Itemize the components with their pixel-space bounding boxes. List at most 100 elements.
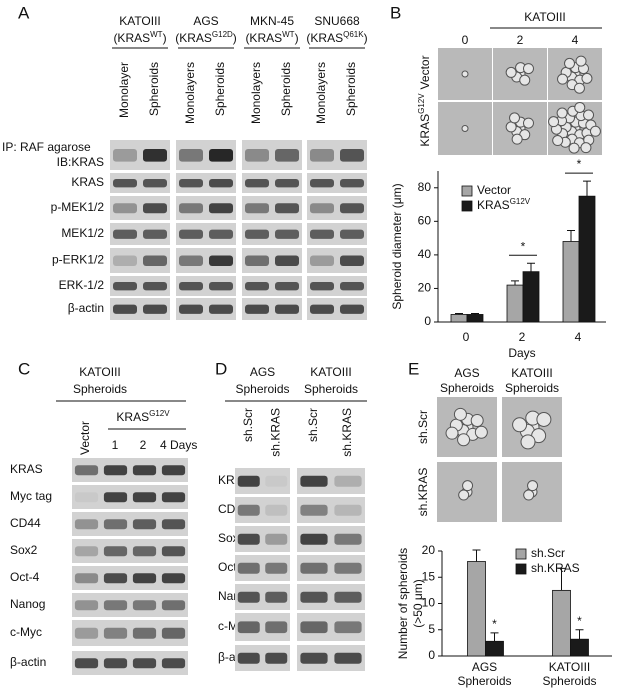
blot bbox=[176, 173, 236, 193]
blot-band bbox=[237, 562, 260, 574]
blot-band bbox=[237, 591, 260, 603]
bar bbox=[467, 561, 486, 657]
label: AGS bbox=[250, 365, 275, 379]
cell bbox=[457, 433, 471, 447]
label: KATOIII bbox=[79, 365, 121, 379]
blot-band bbox=[74, 600, 99, 611]
blot-band bbox=[132, 658, 157, 669]
label: ERK-1/2 bbox=[59, 278, 105, 292]
blot bbox=[242, 276, 302, 296]
bar bbox=[506, 284, 524, 323]
cell bbox=[511, 133, 523, 145]
label: Spheroids bbox=[73, 382, 127, 396]
label: p-ERK1/2 bbox=[52, 253, 104, 267]
blot-band bbox=[179, 179, 203, 188]
bar bbox=[578, 195, 596, 323]
label: C bbox=[18, 359, 30, 378]
text-part: Q61K bbox=[343, 30, 364, 39]
label: KATOIII bbox=[119, 14, 161, 28]
blot bbox=[307, 298, 367, 320]
blot-band bbox=[132, 546, 157, 557]
annotation: * bbox=[577, 614, 582, 628]
label: IB:KRAS bbox=[57, 155, 104, 169]
label: KRAS bbox=[71, 175, 104, 189]
bar bbox=[450, 314, 468, 323]
cell bbox=[552, 135, 564, 147]
text-part: G12V bbox=[149, 409, 170, 418]
blot bbox=[242, 173, 302, 193]
label: Spheroids bbox=[235, 382, 289, 396]
label: (KRASG12D) bbox=[175, 30, 237, 46]
blot-band bbox=[334, 591, 362, 603]
blot-band bbox=[334, 475, 362, 487]
blot-band bbox=[209, 255, 233, 266]
blot-band bbox=[74, 465, 99, 476]
y-tick-label: 10 bbox=[422, 596, 436, 610]
y-tick-label: 60 bbox=[418, 214, 432, 228]
blot-band bbox=[340, 229, 364, 239]
label: Monolayers bbox=[314, 62, 328, 124]
annotation: * bbox=[492, 617, 497, 631]
blot-band bbox=[209, 304, 233, 314]
label: CD44 bbox=[10, 516, 41, 530]
label: B bbox=[390, 3, 401, 22]
y-tick-label: 20 bbox=[418, 281, 432, 295]
blot-band bbox=[209, 229, 233, 239]
blot-band bbox=[310, 203, 334, 214]
blot-band bbox=[143, 255, 167, 266]
label: AGS bbox=[193, 14, 218, 28]
label: KRASG12V bbox=[116, 409, 170, 425]
text-part: ) bbox=[233, 31, 237, 45]
bar bbox=[522, 271, 540, 323]
error-bar bbox=[490, 632, 499, 642]
blot-band bbox=[161, 658, 186, 669]
cell bbox=[519, 74, 531, 86]
label: Spheroids bbox=[147, 62, 161, 116]
label: KATOIII bbox=[511, 366, 553, 380]
text-part: Vector bbox=[477, 183, 511, 197]
blot-band bbox=[132, 573, 157, 584]
legend-label: KRASG12V bbox=[477, 197, 531, 213]
blot-band bbox=[245, 179, 269, 188]
label: sh.KRAS bbox=[340, 408, 354, 457]
y-axis-label: Number of spheroids bbox=[396, 548, 410, 659]
blot-band bbox=[209, 179, 233, 188]
label: Oct-4 bbox=[10, 570, 40, 584]
label: Spheroids bbox=[505, 381, 559, 395]
cell bbox=[461, 125, 469, 132]
blot-band bbox=[275, 179, 299, 188]
y-tick-label: 40 bbox=[418, 247, 432, 261]
blot-band bbox=[310, 149, 334, 162]
blot-band bbox=[265, 504, 288, 516]
label: (KRASWT) bbox=[245, 30, 298, 46]
annotation: * bbox=[577, 157, 582, 171]
blot bbox=[307, 173, 367, 193]
blot-band bbox=[300, 621, 328, 634]
blot-band bbox=[161, 546, 186, 557]
blot-band bbox=[275, 255, 299, 266]
blot-band bbox=[179, 203, 203, 214]
blot-band bbox=[245, 282, 269, 291]
blot bbox=[297, 497, 365, 523]
blot-band bbox=[74, 519, 99, 530]
text-part: WT bbox=[150, 30, 163, 39]
bar bbox=[485, 640, 504, 657]
blot-band bbox=[143, 179, 167, 188]
label: E bbox=[408, 359, 419, 378]
blot-band bbox=[310, 255, 334, 266]
text-part: WT bbox=[282, 30, 295, 39]
bar bbox=[552, 589, 571, 657]
blot-band bbox=[340, 304, 364, 314]
y-tick-label: 80 bbox=[418, 180, 432, 194]
cell bbox=[520, 434, 536, 450]
label: Spheroids bbox=[279, 62, 293, 116]
blot-band bbox=[179, 304, 203, 314]
label: 2 bbox=[517, 33, 524, 47]
cell bbox=[581, 72, 593, 84]
legend-label: Vector bbox=[477, 183, 511, 197]
blot bbox=[110, 173, 170, 193]
blot-band bbox=[310, 179, 334, 188]
y-tick-label: 20 bbox=[422, 543, 436, 557]
blot-band bbox=[237, 533, 260, 545]
blot-band bbox=[245, 149, 269, 162]
